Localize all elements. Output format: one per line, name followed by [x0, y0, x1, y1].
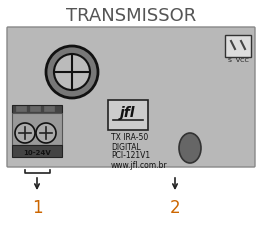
Bar	[44, 106, 54, 111]
Text: 1: 1	[32, 199, 42, 217]
Circle shape	[36, 123, 56, 143]
Bar	[12, 145, 62, 157]
Circle shape	[46, 46, 98, 98]
Text: 10-24V: 10-24V	[23, 150, 51, 156]
Bar	[30, 106, 40, 111]
Text: TRANSMISSOR: TRANSMISSOR	[66, 7, 196, 25]
Bar	[225, 35, 251, 57]
Ellipse shape	[179, 133, 201, 163]
Text: PCI-121V1: PCI-121V1	[111, 151, 150, 161]
Text: TX IRA-50: TX IRA-50	[111, 134, 148, 143]
Text: DIGITAL: DIGITAL	[111, 143, 141, 151]
Circle shape	[15, 123, 35, 143]
Text: S  VCC: S VCC	[228, 58, 248, 64]
Bar	[12, 113, 62, 145]
Bar	[12, 105, 62, 113]
Bar	[108, 100, 148, 130]
Circle shape	[54, 54, 90, 90]
Text: jfl: jfl	[120, 106, 136, 120]
FancyBboxPatch shape	[7, 27, 255, 167]
Bar	[16, 106, 26, 111]
Text: www.jfl.com.br: www.jfl.com.br	[111, 161, 168, 169]
Text: 2: 2	[170, 199, 180, 217]
